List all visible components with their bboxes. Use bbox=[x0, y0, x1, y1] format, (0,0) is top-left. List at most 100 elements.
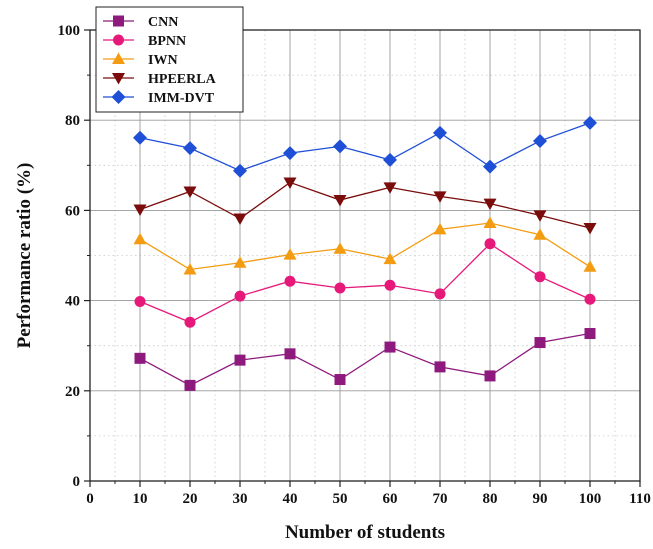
y-tick-label: 60 bbox=[65, 203, 80, 219]
data-point-bpnn bbox=[184, 316, 196, 328]
y-tick-label: 0 bbox=[73, 474, 81, 490]
data-point-cnn bbox=[534, 337, 546, 349]
data-point-hpeerla bbox=[483, 198, 497, 211]
data-point-cnn bbox=[284, 348, 296, 360]
data-point-imm-dvt bbox=[383, 152, 397, 167]
x-tick-label: 30 bbox=[233, 491, 248, 507]
x-tick-label: 50 bbox=[333, 491, 348, 507]
legend-label: CNN bbox=[148, 15, 178, 30]
data-point-imm-dvt bbox=[283, 146, 297, 161]
axis-ticks: 0 10 20 30 40 50 60 70 80 90 100 110 0 20 40 60 80 100 bbox=[58, 23, 651, 507]
data-point-cnn bbox=[484, 370, 496, 382]
data-point-bpnn bbox=[484, 238, 496, 250]
series-line-cnn bbox=[139, 332, 591, 387]
data-point-bpnn bbox=[434, 288, 446, 300]
legend-item-bpnn: BPNN bbox=[103, 34, 186, 49]
data-point-cnn bbox=[434, 361, 446, 373]
legend-item-imm-dvt: IMM-DVT bbox=[103, 90, 215, 106]
series-line-hpeerla bbox=[139, 181, 591, 229]
x-tick-label: 20 bbox=[183, 491, 198, 507]
x-tick-label: 60 bbox=[383, 491, 398, 507]
data-point-cnn bbox=[384, 341, 396, 353]
data-point-imm-dvt bbox=[233, 163, 247, 178]
y-tick-label: 100 bbox=[58, 23, 81, 39]
legend-item-iwn: IWN bbox=[103, 52, 178, 68]
legend-label: HPEERLA bbox=[148, 72, 217, 87]
y-axis-title: Performance ratio (%) bbox=[14, 163, 35, 349]
legend-marker bbox=[113, 34, 124, 46]
data-point-imm-dvt bbox=[583, 115, 597, 130]
data-point-hpeerla bbox=[433, 191, 447, 203]
data-point-iwn bbox=[333, 242, 347, 254]
data-point-hpeerla bbox=[183, 186, 197, 198]
legend: CNN BPNN IWN HPEERLA IMM-DVT bbox=[95, 6, 244, 113]
series-line-imm-dvt bbox=[139, 122, 591, 172]
data-point-iwn bbox=[533, 228, 547, 240]
data-point-iwn bbox=[483, 216, 497, 229]
data-point-iwn bbox=[283, 248, 297, 260]
data-point-iwn bbox=[433, 222, 447, 235]
data-point-hpeerla bbox=[133, 204, 147, 216]
legend-label: IMM-DVT bbox=[148, 91, 215, 106]
y-tick-label: 80 bbox=[65, 113, 80, 129]
data-point-cnn bbox=[584, 328, 596, 340]
x-tick-label: 110 bbox=[629, 491, 651, 507]
data-point-bpnn bbox=[334, 282, 346, 294]
series-hpeerla bbox=[133, 177, 597, 235]
data-point-hpeerla bbox=[583, 222, 597, 235]
data-point-bpnn bbox=[534, 271, 546, 283]
x-axis-title: Number of students bbox=[285, 522, 445, 543]
series-imm-dvt bbox=[133, 115, 597, 178]
data-point-iwn bbox=[183, 262, 197, 275]
data-point-iwn bbox=[383, 252, 397, 265]
data-point-imm-dvt bbox=[433, 125, 447, 140]
grid bbox=[90, 30, 640, 481]
y-tick-label: 20 bbox=[65, 384, 80, 400]
legend-marker bbox=[111, 90, 126, 104]
x-tick-label: 70 bbox=[433, 491, 448, 507]
data-point-hpeerla bbox=[233, 213, 247, 226]
x-tick-label: 0 bbox=[86, 491, 94, 507]
data-point-hpeerla bbox=[333, 195, 347, 207]
series-cnn bbox=[134, 328, 596, 391]
x-tick-label: 90 bbox=[533, 491, 548, 507]
data-point-iwn bbox=[233, 256, 247, 268]
data-point-hpeerla bbox=[283, 177, 297, 189]
legend-marker bbox=[113, 15, 124, 27]
data-point-bpnn bbox=[284, 275, 296, 287]
legend-marker bbox=[112, 52, 125, 64]
series-group bbox=[133, 115, 597, 391]
data-point-imm-dvt bbox=[483, 159, 497, 174]
data-point-iwn bbox=[133, 232, 147, 245]
series-line-bpnn bbox=[139, 242, 591, 323]
data-point-cnn bbox=[134, 352, 146, 364]
data-point-cnn bbox=[234, 354, 246, 366]
data-point-cnn bbox=[334, 374, 346, 386]
legend-item-hpeerla: HPEERLA bbox=[103, 72, 217, 87]
y-tick-label: 40 bbox=[65, 294, 80, 310]
data-point-hpeerla bbox=[533, 210, 547, 222]
data-point-iwn bbox=[583, 260, 597, 272]
data-point-bpnn bbox=[234, 290, 246, 302]
series-iwn bbox=[133, 216, 597, 275]
data-point-bpnn bbox=[584, 293, 596, 305]
legend-item-cnn: CNN bbox=[103, 15, 178, 30]
data-point-imm-dvt bbox=[533, 133, 547, 148]
series-bpnn bbox=[134, 238, 596, 328]
series-line-iwn bbox=[139, 222, 591, 271]
legend-label: IWN bbox=[148, 53, 178, 68]
legend-marker bbox=[112, 73, 125, 85]
data-point-imm-dvt bbox=[133, 130, 147, 145]
data-point-imm-dvt bbox=[333, 139, 347, 154]
data-point-bpnn bbox=[134, 296, 146, 308]
data-point-bpnn bbox=[384, 279, 396, 291]
data-point-cnn bbox=[184, 379, 196, 391]
x-tick-label: 100 bbox=[579, 491, 602, 507]
x-tick-label: 10 bbox=[133, 491, 148, 507]
legend-label: BPNN bbox=[148, 34, 186, 49]
x-tick-label: 80 bbox=[483, 491, 498, 507]
data-point-hpeerla bbox=[383, 182, 397, 194]
x-tick-label: 40 bbox=[283, 491, 298, 507]
